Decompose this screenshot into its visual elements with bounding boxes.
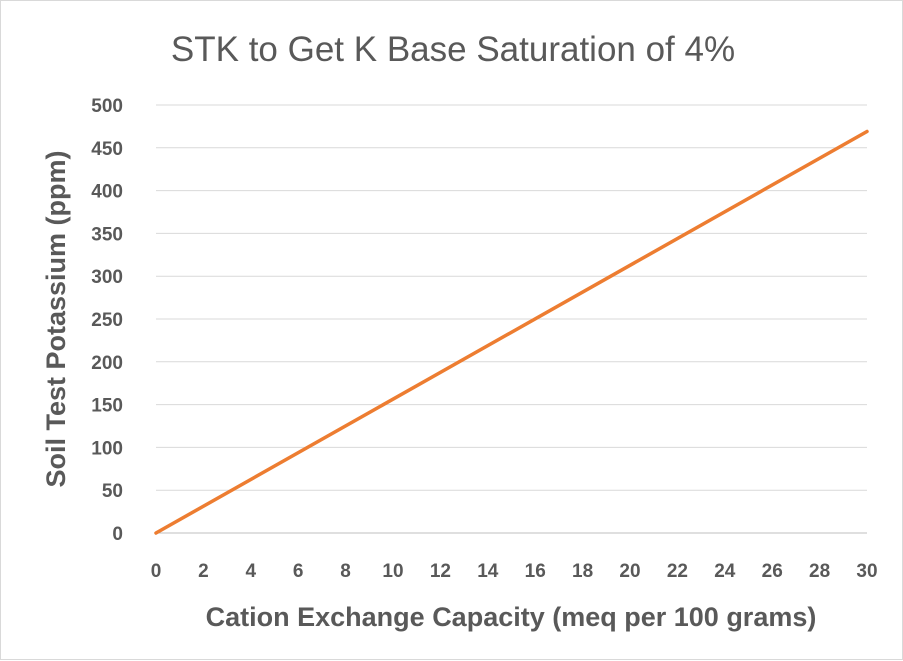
- x-tick-label: 30: [856, 561, 877, 582]
- y-tick-label: 350: [91, 224, 123, 245]
- x-tick-label: 14: [477, 561, 499, 582]
- x-tick-label: 12: [430, 561, 451, 582]
- series-line-0: [154, 129, 869, 535]
- x-tick-label: 26: [762, 561, 783, 582]
- x-axis-ticks: 0 2 4 6 8 10 12 14 16 18 20 22 24 26 28 30: [151, 561, 878, 582]
- x-tick-label: 20: [619, 561, 640, 582]
- x-tick-label: 28: [809, 561, 830, 582]
- x-tick-label: 10: [382, 561, 403, 582]
- y-tick-label: 400: [91, 182, 123, 203]
- y-tick-label: 0: [112, 524, 123, 545]
- y-tick-label: 450: [91, 139, 123, 160]
- x-tick-label: 18: [572, 561, 593, 582]
- x-tick-label: 8: [340, 561, 351, 582]
- y-tick-label: 150: [91, 396, 123, 417]
- y-tick-label: 300: [91, 267, 123, 288]
- y-axis-label: Soil Test Potassium (ppm): [41, 150, 71, 487]
- x-tick-label: 6: [293, 561, 304, 582]
- x-tick-label: 22: [667, 561, 688, 582]
- y-axis-ticks: 0 50 100 150 200 250 300 350 400 450 500: [91, 96, 123, 545]
- x-tick-label: 2: [198, 561, 209, 582]
- y-tick-label: 250: [91, 310, 123, 331]
- y-tick-label: 50: [102, 481, 123, 502]
- series-layer: [154, 129, 869, 535]
- x-axis-label: Cation Exchange Capacity (meq per 100 gr…: [206, 602, 817, 632]
- x-tick-label: 0: [151, 561, 162, 582]
- y-tick-label: 500: [91, 96, 123, 117]
- x-tick-label: 16: [525, 561, 546, 582]
- y-tick-label: 100: [91, 438, 123, 459]
- x-tick-label: 24: [714, 561, 736, 582]
- chart-title: STK to Get K Base Saturation of 4%: [171, 30, 735, 69]
- y-tick-label: 200: [91, 353, 123, 374]
- x-tick-label: 4: [246, 561, 257, 582]
- gridlines: [156, 104, 867, 534]
